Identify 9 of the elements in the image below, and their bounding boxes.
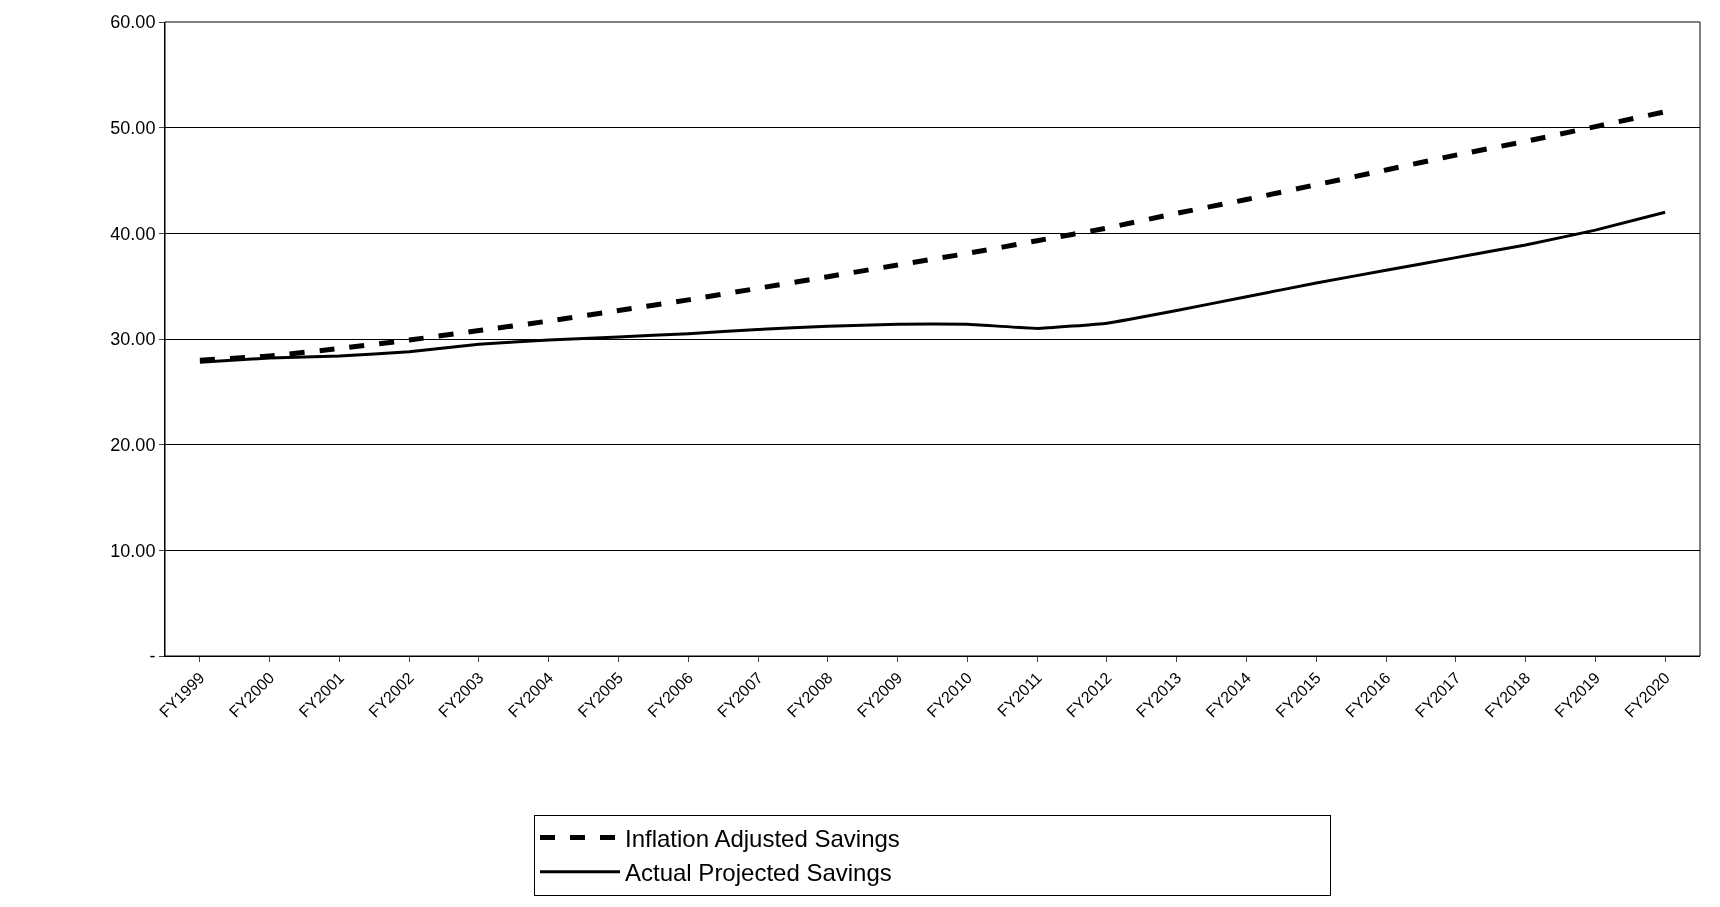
legend-label: Actual Projected Savings — [625, 859, 892, 887]
y-tick-label: 30.00 — [110, 329, 156, 350]
y-tick-label: 60.00 — [110, 12, 156, 33]
legend-label: Inflation Adjusted Savings — [625, 824, 900, 852]
y-tick-label: 40.00 — [110, 223, 156, 244]
y-tick-label: 10.00 — [110, 540, 156, 561]
y-tick-label: 20.00 — [110, 434, 156, 455]
y-tick-label: - — [149, 646, 156, 667]
y-tick-label: 50.00 — [110, 117, 156, 138]
